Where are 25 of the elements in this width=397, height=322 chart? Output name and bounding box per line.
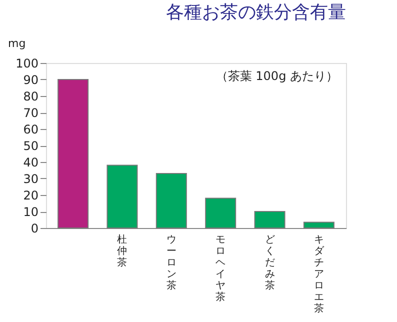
- x-tick-label: モロヘイヤ茶: [216, 234, 226, 303]
- y-tick-label: 50: [23, 139, 38, 153]
- bar: [156, 173, 187, 228]
- y-tick-label: 80: [23, 90, 38, 104]
- y-axis-title: mg: [8, 37, 26, 50]
- chart-title: 各種お茶の鉄分含有量: [166, 2, 346, 23]
- y-tick-label: 30: [23, 172, 38, 186]
- x-tick-label: キダチアロエ茶: [314, 234, 325, 314]
- bar: [205, 198, 236, 228]
- y-tick-label: 0: [30, 222, 38, 236]
- x-tick-label: ウーロン茶: [166, 234, 176, 292]
- y-tick-label: 100: [16, 56, 38, 70]
- bar: [254, 211, 286, 228]
- y-tick-label: 20: [23, 188, 38, 202]
- x-tick-label: どくだみ茶: [264, 234, 275, 292]
- y-tick-label: 70: [23, 106, 38, 120]
- bar: [106, 164, 138, 228]
- y-tick-label: 40: [23, 156, 38, 170]
- y-tick-label: 90: [23, 73, 38, 87]
- bar: [303, 222, 334, 228]
- bar: [58, 79, 89, 228]
- x-tick-label: 杜仲茶: [117, 234, 128, 268]
- annotation: （茶葉 100g あたり）: [216, 69, 338, 83]
- y-tick-label: 10: [23, 205, 38, 219]
- y-tick-label: 60: [23, 122, 38, 136]
